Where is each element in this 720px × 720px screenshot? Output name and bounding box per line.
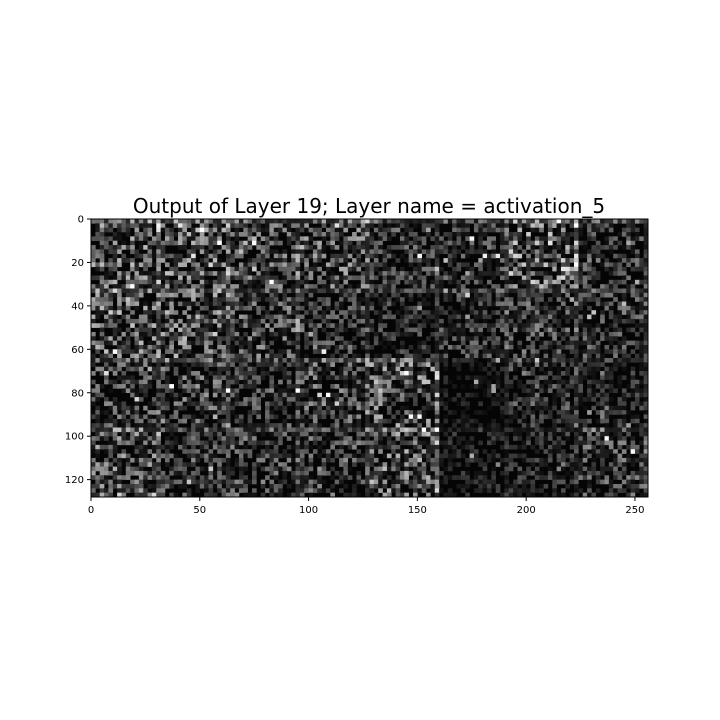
activation-tile	[160, 358, 231, 428]
activation-tile	[578, 358, 649, 428]
activation-tile	[578, 219, 649, 289]
activation-tile	[439, 358, 510, 428]
activation-tile	[508, 288, 579, 359]
activation-tile	[578, 288, 649, 359]
activation-tile	[439, 288, 510, 359]
activation-tile	[91, 219, 161, 289]
activation-tile	[299, 288, 370, 359]
activation-tile	[299, 358, 370, 428]
activation-tile	[439, 219, 510, 289]
activation-tile	[439, 427, 510, 498]
activation-tile	[369, 358, 440, 428]
plot-frame	[90, 218, 649, 498]
x-tick-label: 200	[517, 505, 536, 516]
y-tick-label: 40	[71, 301, 84, 312]
activation-tile	[369, 288, 440, 359]
activation-tile	[230, 358, 301, 428]
activation-tile	[160, 288, 231, 359]
activation-tile	[508, 358, 579, 428]
y-tick-label: 20	[71, 258, 84, 269]
y-tick-label: 60	[71, 345, 84, 356]
activation-tile	[91, 358, 161, 428]
chart-title: Output of Layer 19; Layer name = activat…	[133, 194, 605, 218]
activation-tile	[160, 219, 231, 289]
activation-tile	[578, 427, 649, 498]
activation-tile	[369, 219, 440, 289]
y-axis: 0 20 40 60 80 100 120	[65, 215, 91, 486]
y-tick-label: 120	[65, 475, 84, 486]
activation-tile	[230, 427, 301, 498]
x-tick-label: 250	[625, 505, 644, 516]
x-tick-label: 100	[299, 505, 318, 516]
activation-tile	[369, 427, 440, 498]
y-tick-label: 80	[71, 388, 84, 399]
x-tick-label: 50	[193, 505, 206, 516]
y-tick-label: 0	[78, 215, 84, 226]
heatmap-image	[91, 219, 649, 498]
activation-tile	[160, 427, 231, 498]
activation-tile	[230, 219, 301, 289]
x-tick-label: 0	[88, 505, 94, 516]
x-tick-label: 150	[408, 505, 427, 516]
activation-tile	[299, 427, 370, 498]
activation-tile	[508, 219, 579, 289]
activation-tile	[230, 288, 301, 359]
activation-tile	[299, 219, 370, 289]
y-tick-label: 100	[65, 432, 84, 443]
x-axis: 0 50 100 150 200 250	[88, 497, 644, 516]
activation-tile	[508, 427, 579, 498]
activation-tile	[91, 427, 161, 498]
activation-tile	[91, 288, 161, 359]
